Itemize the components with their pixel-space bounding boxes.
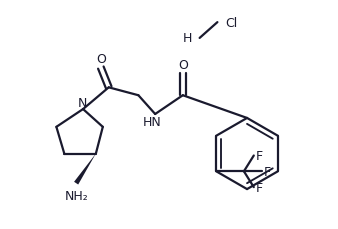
Polygon shape (74, 154, 96, 185)
Text: Cl: Cl (225, 16, 238, 30)
Text: O: O (96, 53, 106, 66)
Text: F: F (256, 181, 263, 194)
Text: F: F (256, 149, 263, 162)
Text: O: O (178, 59, 188, 72)
Text: HN: HN (143, 116, 162, 129)
Text: F: F (264, 165, 271, 178)
Text: H: H (182, 32, 192, 45)
Text: N: N (77, 96, 87, 109)
Text: NH₂: NH₂ (64, 189, 88, 202)
